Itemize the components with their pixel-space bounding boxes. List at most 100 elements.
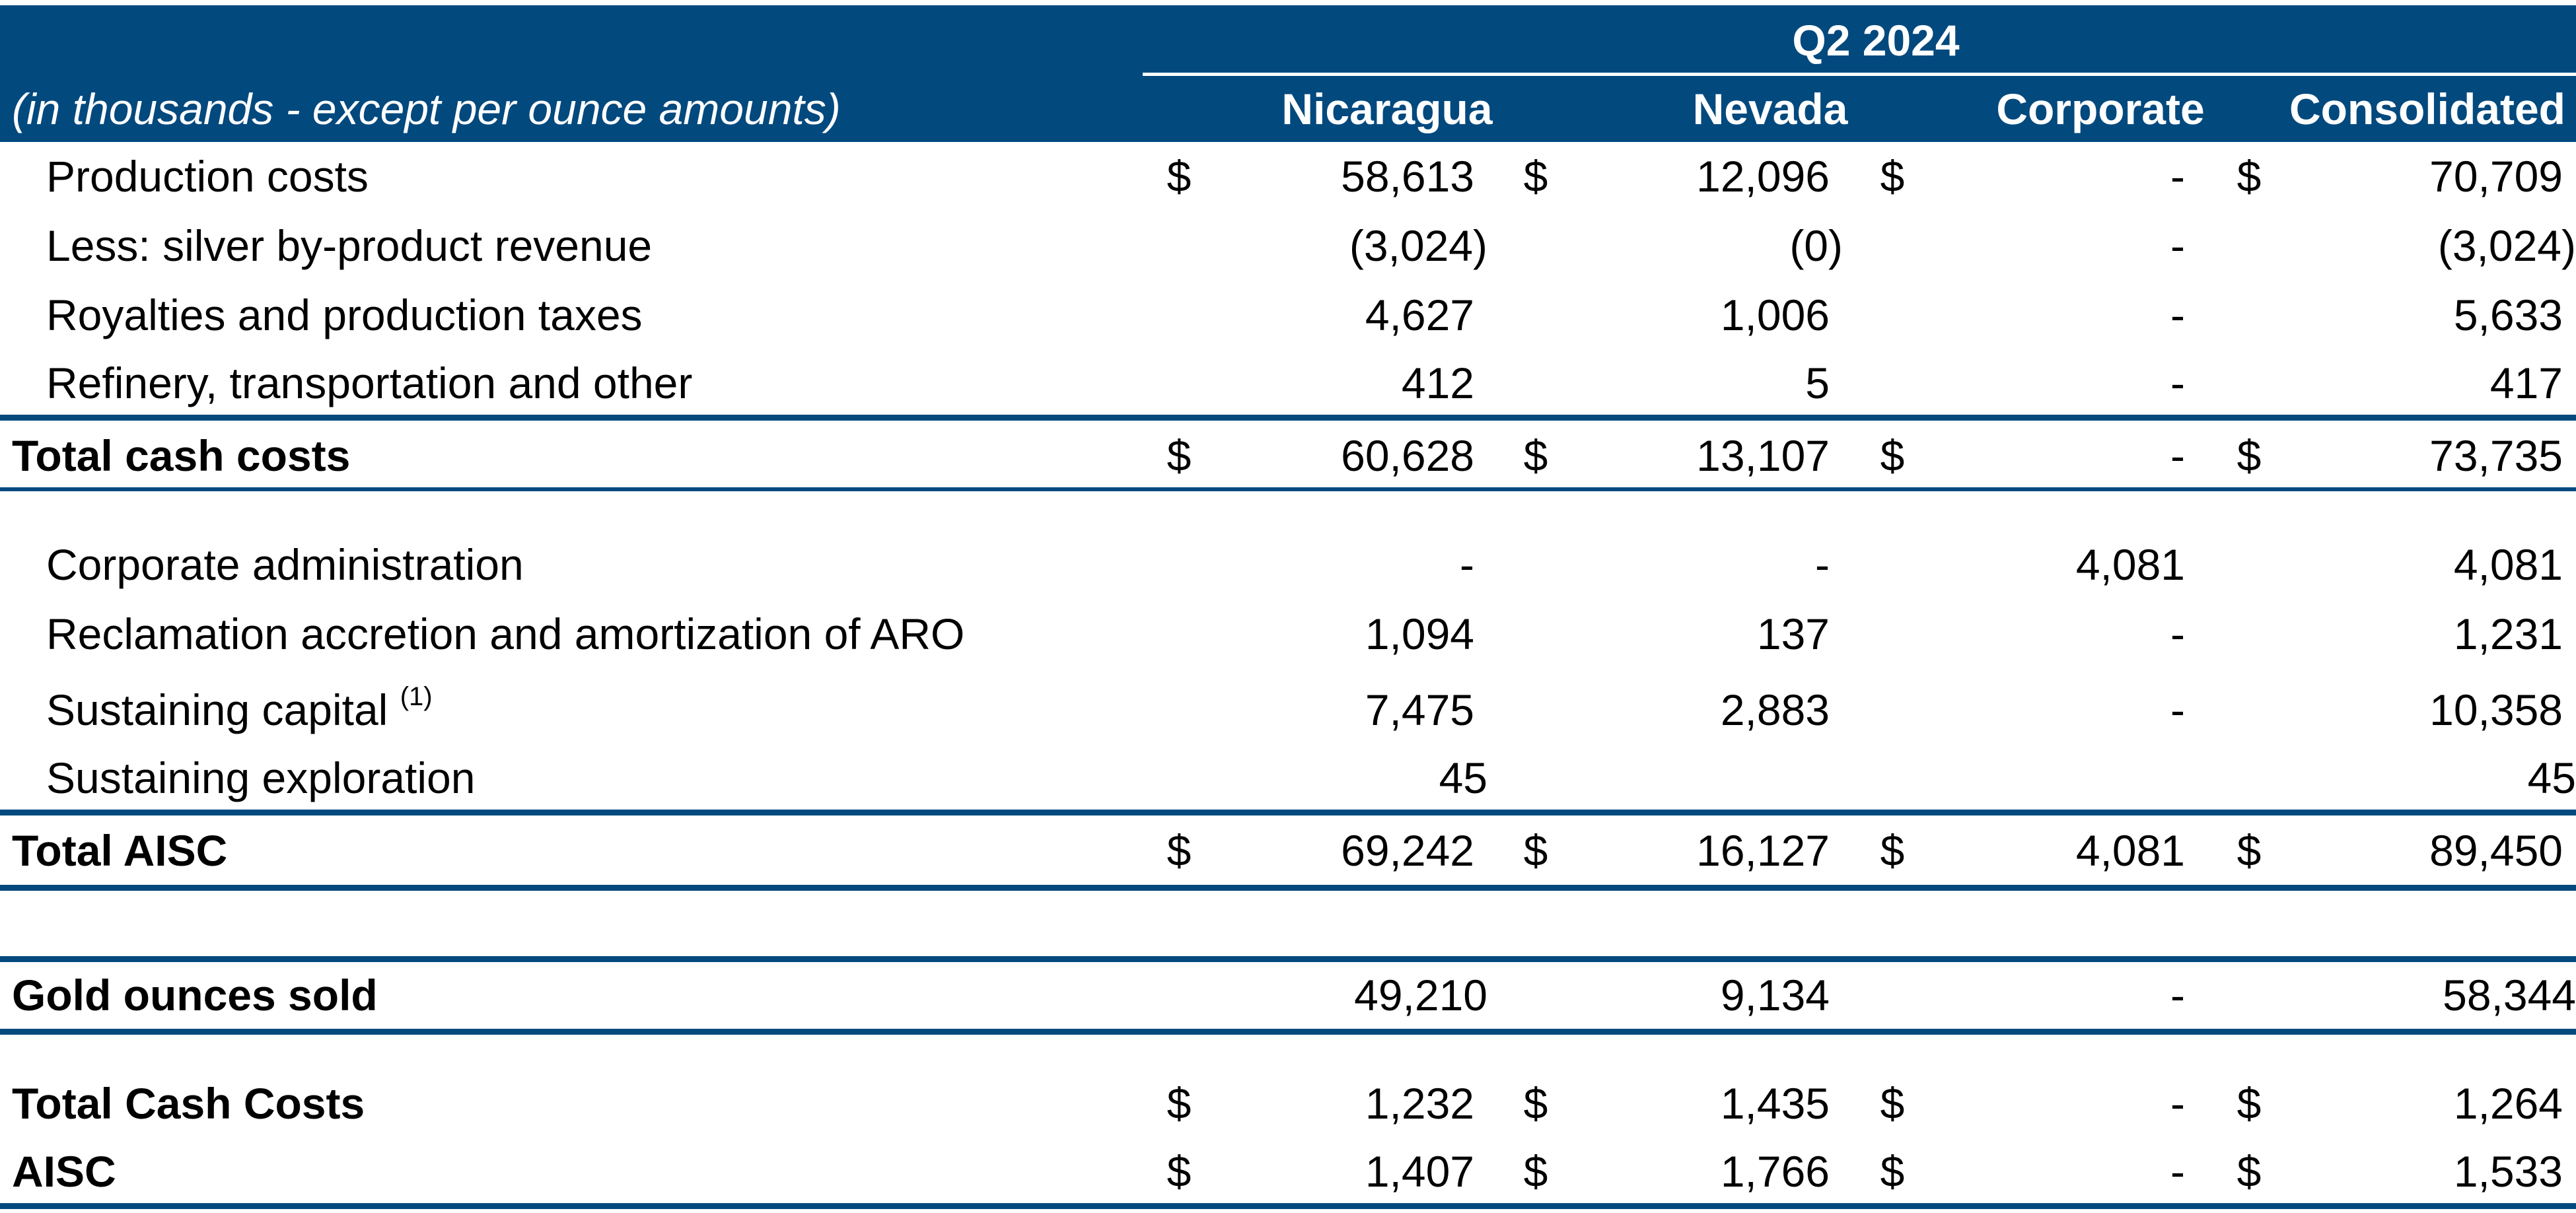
value-nicaragua: 1,232 xyxy=(1365,1079,1474,1128)
value-corporate: 4,081 xyxy=(2075,540,2185,589)
row-label: Refinery, transportation and other xyxy=(46,359,693,407)
divider-rule xyxy=(0,885,2576,891)
period-heading: Q2 2024 xyxy=(1792,16,1960,65)
value-consolidated: 4,081 xyxy=(2453,540,2563,589)
value-corporate: - xyxy=(2170,685,2185,734)
row-label: Less: silver by-product revenue xyxy=(46,221,653,270)
value-corporate: - xyxy=(2170,1147,2185,1196)
currency-symbol: $ xyxy=(1166,152,1192,201)
currency-symbol: $ xyxy=(1880,1079,1905,1128)
value-corporate: - xyxy=(2170,609,2185,658)
column-header-consolidated: Consolidated xyxy=(2289,85,2565,133)
table-row-total-aisc: Total AISC $ 69,242 $ 16,127 $ 4,081 $ 8… xyxy=(0,824,2576,877)
value-consolidated: 1,231 xyxy=(2453,609,2563,658)
value-nicaragua: - xyxy=(1460,540,1474,589)
value-consolidated: 89,450 xyxy=(2429,826,2563,875)
value-nicaragua: 49,210 xyxy=(1354,971,1487,1020)
currency-symbol: $ xyxy=(1523,152,1548,201)
currency-symbol: $ xyxy=(2236,1079,2262,1128)
value-consolidated: (3,024) xyxy=(2437,221,2576,270)
value-corporate: - xyxy=(2170,431,2185,480)
currency-symbol: $ xyxy=(1166,431,1192,480)
table-row-sustaining-capital: Sustaining capital (1) 7,475 2,883 - 10,… xyxy=(0,683,2576,736)
value-corporate: - xyxy=(2170,971,2185,1020)
divider-rule xyxy=(0,487,2576,491)
value-nevada: 13,107 xyxy=(1696,431,1830,480)
value-nicaragua: 4,627 xyxy=(1365,291,1474,339)
row-label-text: Sustaining capital xyxy=(46,685,388,734)
value-nevada: 1,766 xyxy=(1720,1147,1830,1196)
value-nicaragua: 7,475 xyxy=(1365,685,1474,734)
value-nicaragua: 60,628 xyxy=(1341,431,1474,480)
currency-symbol: $ xyxy=(2236,1147,2262,1196)
table-row-gold-ounces-sold: Gold ounces sold 49,210 9,134 - 58,344 xyxy=(0,969,2576,1022)
value-nevada: - xyxy=(1815,540,1830,589)
value-nevada: 9,134 xyxy=(1720,971,1830,1020)
column-header-nicaragua: Nicaragua xyxy=(1281,85,1493,133)
value-nevada: 1,435 xyxy=(1720,1079,1830,1128)
currency-symbol: $ xyxy=(1166,1079,1192,1128)
row-label: Total Cash Costs xyxy=(12,1079,365,1128)
value-nicaragua: 69,242 xyxy=(1341,826,1474,875)
table-row-refinery: Refinery, transportation and other 412 5… xyxy=(0,357,2576,409)
table-header: Q2 2024 (in thousands - except per ounce… xyxy=(0,5,2576,142)
currency-symbol: $ xyxy=(1880,152,1905,201)
currency-symbol: $ xyxy=(1880,1147,1905,1196)
table-row-total-cash-costs: Total cash costs $ 60,628 $ 13,107 $ - $… xyxy=(0,429,2576,482)
divider-rule xyxy=(0,810,2576,815)
value-corporate: - xyxy=(2170,152,2185,201)
column-header-nevada: Nevada xyxy=(1692,85,1848,133)
row-label: AISC xyxy=(12,1147,116,1196)
table-row-production-costs: Production costs $ 58,613 $ 12,096 $ - $… xyxy=(0,150,2576,203)
value-nevada: 137 xyxy=(1756,609,1830,658)
value-corporate: - xyxy=(2170,291,2185,339)
row-label: Reclamation accretion and amortization o… xyxy=(46,609,965,658)
divider-rule xyxy=(0,415,2576,421)
footnote-marker: (1) xyxy=(400,682,433,711)
value-corporate: - xyxy=(2170,221,2185,270)
row-label: Sustaining exploration xyxy=(46,753,476,802)
value-consolidated: 1,264 xyxy=(2453,1079,2563,1128)
row-label: Total cash costs xyxy=(12,431,351,480)
divider-rule xyxy=(0,1203,2576,1209)
value-consolidated: 5,633 xyxy=(2453,291,2563,339)
value-corporate: - xyxy=(2170,359,2185,407)
value-nicaragua: 1,407 xyxy=(1365,1147,1474,1196)
row-label: Corporate administration xyxy=(46,540,524,589)
table-row-aisc-per-ounce: AISC $ 1,407 $ 1,766 $ - $ 1,533 xyxy=(0,1145,2576,1198)
value-nicaragua: 1,094 xyxy=(1365,609,1474,658)
value-nicaragua: (3,024) xyxy=(1349,221,1487,270)
currency-symbol: $ xyxy=(1880,431,1905,480)
row-label: Royalties and production taxes xyxy=(46,291,643,339)
value-nevada: 16,127 xyxy=(1696,826,1830,875)
table-row-reclamation: Reclamation accretion and amortization o… xyxy=(0,607,2576,660)
value-nevada: 1,006 xyxy=(1720,291,1830,339)
divider-rule xyxy=(0,1029,2576,1035)
currency-symbol: $ xyxy=(1166,1147,1192,1196)
currency-symbol: $ xyxy=(1523,826,1548,875)
value-nevada: 5 xyxy=(1805,359,1830,407)
currency-symbol: $ xyxy=(1880,826,1905,875)
value-nicaragua: 58,613 xyxy=(1341,152,1474,201)
table-row-sustaining-exploration: Sustaining exploration 45 45 xyxy=(0,751,2576,804)
value-nevada: (0) xyxy=(1789,221,1843,270)
value-consolidated: 70,709 xyxy=(2429,152,2563,201)
period-underline xyxy=(1143,73,2576,76)
value-consolidated: 45 xyxy=(2527,753,2576,802)
row-label: Sustaining capital (1) xyxy=(46,683,433,736)
value-corporate: - xyxy=(2170,1079,2185,1128)
value-consolidated: 58,344 xyxy=(2443,971,2576,1020)
table-row-corporate-administration: Corporate administration - - 4,081 4,081 xyxy=(0,538,2576,591)
currency-symbol: $ xyxy=(1523,431,1548,480)
currency-symbol: $ xyxy=(2236,826,2262,875)
value-consolidated: 1,533 xyxy=(2453,1147,2563,1196)
value-consolidated: 10,358 xyxy=(2429,685,2563,734)
currency-symbol: $ xyxy=(1166,826,1192,875)
value-nicaragua: 45 xyxy=(1439,753,1487,802)
column-header-corporate: Corporate xyxy=(1996,85,2205,133)
row-label: Total AISC xyxy=(12,826,228,875)
currency-symbol: $ xyxy=(2236,431,2262,480)
divider-rule xyxy=(0,956,2576,962)
row-label: Gold ounces sold xyxy=(12,971,378,1020)
